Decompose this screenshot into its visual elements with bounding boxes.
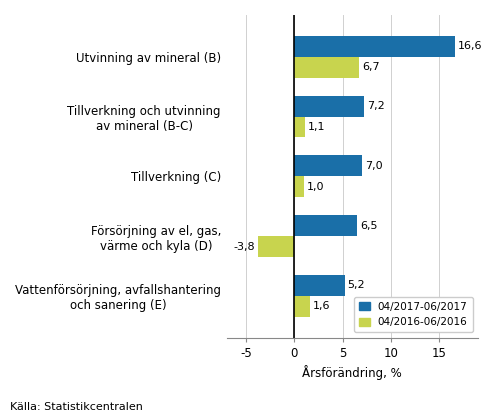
Bar	[294, 36, 455, 57]
Bar	[294, 176, 304, 197]
Text: 6,5: 6,5	[360, 220, 378, 230]
Bar	[257, 236, 294, 257]
Text: Källa: Statistikcentralen: Källa: Statistikcentralen	[10, 402, 143, 412]
Text: 1,6: 1,6	[313, 301, 330, 311]
Bar	[294, 275, 345, 296]
Text: 1,1: 1,1	[308, 122, 325, 132]
Text: -3,8: -3,8	[233, 242, 254, 252]
Bar	[294, 116, 305, 137]
Bar	[294, 57, 359, 78]
Bar	[294, 96, 364, 116]
Bar	[294, 215, 357, 236]
Text: 16,6: 16,6	[458, 41, 482, 51]
Text: 7,0: 7,0	[365, 161, 383, 171]
X-axis label: Årsförändring, %: Årsförändring, %	[302, 365, 402, 380]
Text: 6,7: 6,7	[362, 62, 380, 72]
Bar	[294, 296, 310, 317]
Legend: 04/2017-06/2017, 04/2016-06/2016: 04/2017-06/2017, 04/2016-06/2016	[354, 297, 473, 332]
Bar	[294, 156, 362, 176]
Text: 5,2: 5,2	[348, 280, 365, 290]
Text: 1,0: 1,0	[307, 182, 324, 192]
Text: 7,2: 7,2	[367, 101, 385, 111]
